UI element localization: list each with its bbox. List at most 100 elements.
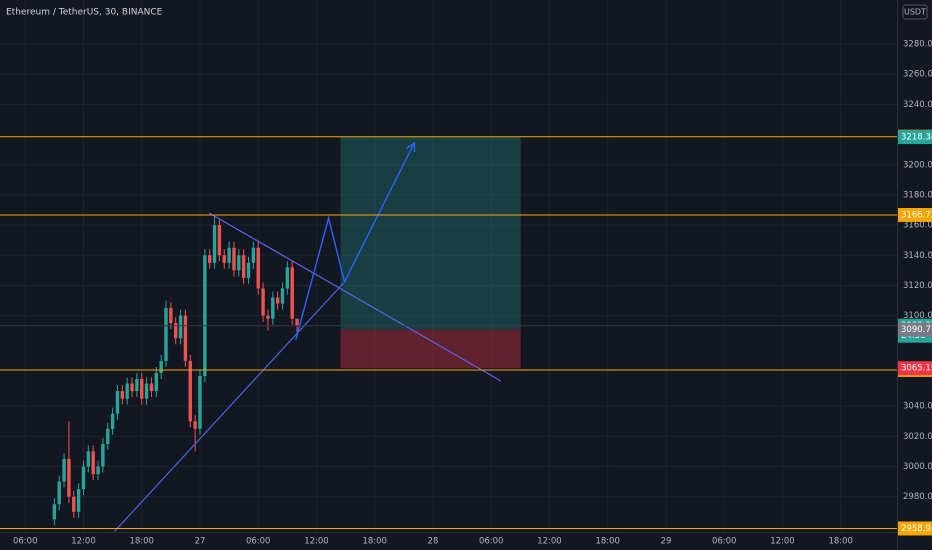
y-tick-label: 3160.00 — [903, 221, 932, 231]
candle-body — [91, 451, 95, 475]
candle-body — [120, 391, 125, 399]
candle-body — [222, 255, 226, 263]
y-tick-label: 3040.00 — [903, 402, 932, 412]
candle-body — [130, 383, 134, 392]
symbol-title: Ethereum / TetherUS, 30, BINANCE — [6, 8, 163, 18]
candle-body — [212, 225, 217, 263]
candle-body — [135, 379, 139, 392]
currency[interactable]: USDT — [904, 8, 926, 17]
candle-body — [178, 315, 183, 339]
x-tick-label: 18:00 — [595, 537, 620, 547]
loss-zone — [340, 329, 521, 369]
candle-body — [72, 496, 76, 512]
forecast-arrow — [295, 142, 415, 341]
x-tick-label: 12:00 — [537, 537, 562, 547]
x-tick-label: 12:00 — [304, 537, 329, 547]
candle-body — [169, 308, 173, 324]
candle-body — [295, 318, 299, 326]
candle-body — [290, 267, 294, 319]
target-label-box — [898, 130, 932, 145]
candle-body — [76, 489, 81, 512]
level-label: 2958.93 — [901, 524, 932, 534]
y-tick-label: 2980.00 — [903, 492, 932, 502]
y-tick-label: 3260.00 — [903, 70, 932, 80]
candle-body — [96, 466, 100, 475]
candle-body — [266, 315, 270, 319]
candle-body — [207, 255, 212, 263]
level-label-box — [898, 207, 932, 222]
candle-body — [164, 308, 168, 361]
candle-body — [256, 247, 260, 289]
candle-body — [280, 288, 285, 304]
y-tick-label: 3200.00 — [903, 160, 932, 170]
currency-box[interactable] — [902, 4, 928, 20]
candle-body — [217, 225, 222, 256]
y-tick-label: 3280.00 — [903, 40, 932, 50]
candle-body — [198, 375, 202, 429]
y-tick-label: 3240.00 — [903, 100, 932, 110]
candle-body — [144, 383, 149, 399]
candle-body — [159, 360, 163, 373]
candle-body — [241, 255, 246, 278]
y-tick-label: 3100.00 — [903, 311, 932, 321]
stop-label: 3065.15 — [901, 364, 932, 374]
x-tick-label: 06:00 — [712, 537, 737, 547]
target-label: 3218.34 — [901, 133, 932, 143]
candle-body — [246, 262, 251, 278]
y-tick-label: 3000.00 — [903, 462, 932, 472]
x-tick-label: 28 — [428, 537, 439, 547]
candle-body — [154, 372, 158, 392]
x-tick-label: 06:00 — [479, 537, 504, 547]
candle-body — [62, 458, 66, 482]
candle-body — [271, 297, 275, 319]
y-tick-label: 3020.00 — [903, 432, 932, 442]
entry-label-box — [898, 322, 932, 337]
profit-zone — [340, 137, 521, 330]
y-tick-label: 3140.00 — [903, 251, 932, 261]
candle-body — [232, 247, 236, 271]
candle-body — [227, 247, 231, 263]
x-tick-label: 06:00 — [246, 537, 271, 547]
candle-body — [183, 315, 188, 361]
level-label-box — [898, 521, 932, 536]
x-tick-label: 27 — [195, 537, 206, 547]
x-tick-label: 29 — [661, 537, 672, 547]
stop-label-box — [898, 361, 932, 376]
x-tick-label: 18:00 — [828, 537, 853, 547]
x-tick-label: 12:00 — [71, 537, 96, 547]
candle-body — [285, 267, 290, 289]
candle-body — [106, 428, 110, 444]
candle-body — [251, 247, 256, 263]
y-tick-label: 3120.00 — [903, 281, 932, 291]
candle-body — [57, 481, 61, 505]
candle-body — [81, 466, 86, 490]
entry-label: 3090.77 — [901, 325, 932, 335]
candle-body — [101, 443, 105, 467]
candle-body — [140, 379, 144, 399]
candle-body — [203, 255, 207, 376]
y-tick-label: 3180.00 — [903, 190, 932, 200]
x-tick-label: 06:00 — [13, 537, 38, 547]
x-tick-label: 18:00 — [362, 537, 387, 547]
candle-body — [188, 360, 192, 422]
x-tick-label: 12:00 — [770, 537, 795, 547]
candle-body — [67, 458, 71, 497]
candle-body — [52, 504, 57, 520]
candle-body — [110, 413, 115, 429]
candle-body — [237, 255, 241, 271]
candle-body — [86, 451, 91, 467]
arrow-head — [406, 141, 416, 153]
candle-body — [115, 391, 120, 414]
trend-line — [114, 282, 344, 532]
candle-body — [174, 323, 178, 339]
x-tick-label: 18:00 — [129, 537, 154, 547]
candle-body — [193, 421, 197, 429]
level-label: 3166.72 — [901, 210, 932, 220]
candle-body — [125, 383, 129, 399]
candle-body — [275, 297, 280, 304]
candle-body — [149, 383, 154, 392]
candle-body — [261, 288, 265, 316]
trend-line — [208, 212, 502, 382]
